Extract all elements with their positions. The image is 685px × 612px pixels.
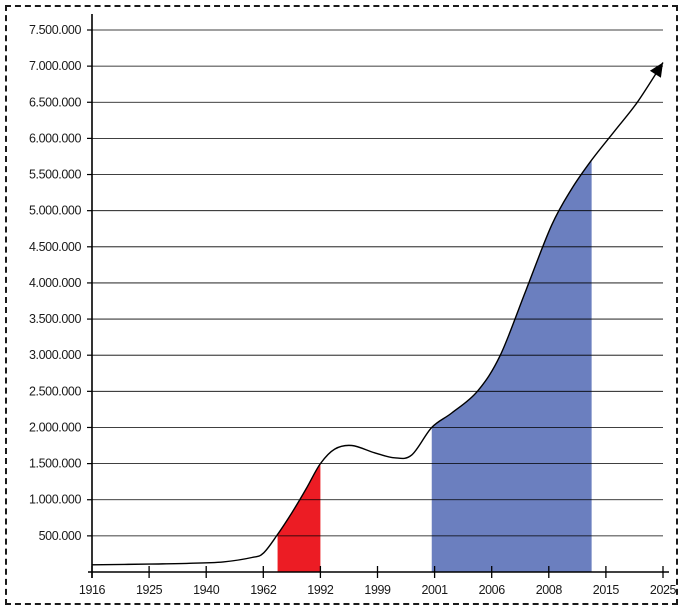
x-tick-label: 1999 (364, 583, 391, 597)
y-tick-label: 2.000.000 (29, 420, 81, 434)
x-tick-label: 2025 (650, 583, 677, 597)
y-tick-label: 5.500.000 (29, 168, 81, 182)
x-tick-label: 1992 (307, 583, 334, 597)
x-tick-label: 1940 (193, 583, 220, 597)
y-tick-label: 2.500.000 (29, 384, 81, 398)
x-tick-label: 2006 (479, 583, 506, 597)
y-tick-label: 4.500.000 (29, 240, 81, 254)
y-tick-label: 7.000.000 (29, 59, 81, 73)
highlight-area-2 (431, 62, 592, 572)
y-tick-label: 6.000.000 (29, 131, 81, 145)
y-tick-label: 500.000 (39, 529, 82, 543)
x-tick-label: 1916 (79, 583, 106, 597)
y-tick-label: 5.000.000 (29, 204, 81, 218)
y-tick-label: 7.500.000 (29, 23, 81, 37)
chart-frame (5, 5, 678, 605)
y-tick-label: 4.000.000 (29, 276, 81, 290)
series-line (91, 62, 664, 566)
y-tick-label: 3.500.000 (29, 312, 81, 326)
x-tick-label: 2015 (593, 583, 620, 597)
x-tick-label: 1925 (136, 583, 163, 597)
x-tick-label: 1962 (250, 583, 277, 597)
highlight-area-1 (277, 62, 321, 572)
y-tick-label: 3.000.000 (29, 348, 81, 362)
y-tick-label: 1.500.000 (29, 457, 81, 471)
x-tick-label: 2001 (421, 583, 448, 597)
arrowhead (649, 62, 663, 78)
x-tick-label: 2008 (536, 583, 563, 597)
y-tick-label: 1.000.000 (29, 493, 81, 507)
y-tick-label: 6.500.000 (29, 95, 81, 109)
